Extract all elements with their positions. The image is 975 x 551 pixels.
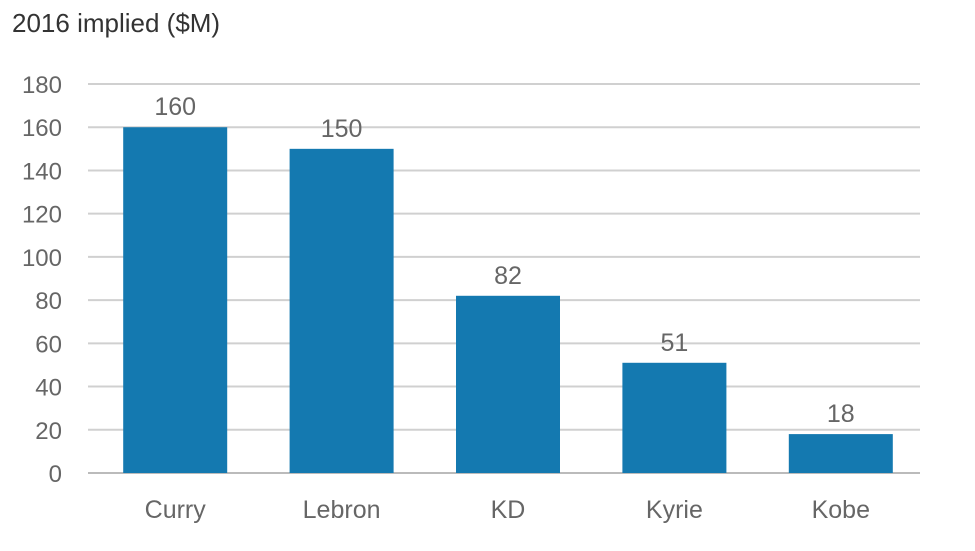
x-tick-label: Kobe <box>812 496 870 524</box>
bar-kd <box>456 295 560 473</box>
bar-curry <box>123 127 228 473</box>
y-tick-label: 140 <box>22 158 62 185</box>
bar-kyrie <box>622 362 727 473</box>
y-tick-label: 100 <box>22 245 62 272</box>
y-tick-label: 120 <box>22 202 62 229</box>
x-tick-label: Kyrie <box>646 496 703 524</box>
x-tick-label: KD <box>491 496 526 524</box>
y-tick-label: 160 <box>22 115 62 142</box>
y-tick-label: 60 <box>35 331 62 358</box>
data-label: 51 <box>660 329 688 357</box>
y-tick-label: 0 <box>49 461 62 488</box>
y-tick-label: 20 <box>35 418 62 445</box>
x-tick-label: Lebron <box>303 496 381 524</box>
data-label: 150 <box>321 115 363 143</box>
x-tick-label: Curry <box>145 496 207 524</box>
y-tick-label: 40 <box>35 375 62 402</box>
bar-lebron <box>289 148 394 474</box>
bar-kobe <box>788 434 893 473</box>
y-tick-label: 180 <box>22 72 62 99</box>
y-tick-label: 80 <box>35 288 62 315</box>
data-label: 18 <box>827 400 855 428</box>
chart-title: 2016 implied ($M) <box>12 8 221 38</box>
data-label: 160 <box>154 93 196 121</box>
data-label: 82 <box>494 262 522 290</box>
